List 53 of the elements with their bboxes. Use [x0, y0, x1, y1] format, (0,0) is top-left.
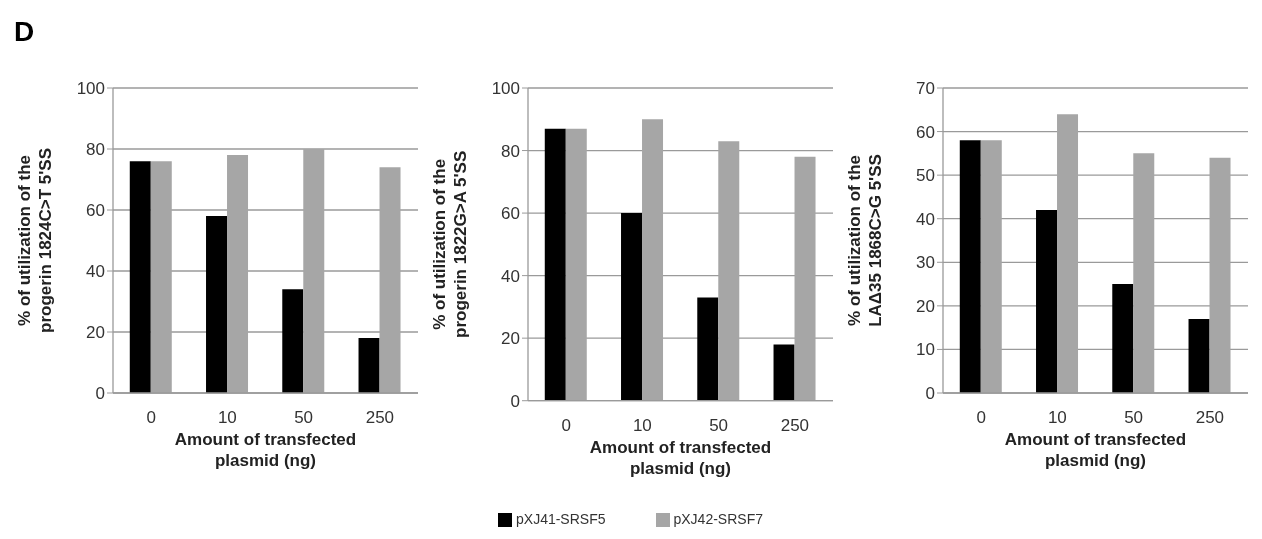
- bar: [621, 213, 643, 401]
- y-tick-label: 40: [916, 209, 935, 229]
- x-tick-label: 50: [709, 415, 729, 435]
- bar: [1112, 284, 1134, 393]
- y-tick-label: 40: [86, 262, 105, 282]
- y-tick-label: 20: [86, 323, 105, 343]
- bar: [544, 128, 566, 401]
- bar: [773, 344, 795, 401]
- x-axis-title: Amount of transfected plasmid (ng): [589, 437, 772, 478]
- x-tick-label: 0: [561, 415, 571, 435]
- text: D: [14, 16, 35, 48]
- legend-label: pXJ42-SRSF7: [673, 510, 763, 527]
- y-tick-label: 80: [501, 141, 520, 161]
- y-tick-label: 40: [501, 266, 520, 286]
- bar: [1188, 318, 1210, 393]
- y-tick-label: 80: [86, 140, 105, 160]
- x-tick-label: 50: [294, 408, 314, 428]
- bar: [1036, 210, 1058, 393]
- y-tick-label: 20: [916, 296, 935, 316]
- bar: [358, 338, 380, 393]
- x-tick-label: 50: [1124, 408, 1144, 428]
- x-tick-label: 10: [217, 408, 237, 428]
- y-tick-label: 10: [916, 340, 935, 360]
- bar: [206, 216, 228, 393]
- y-tick-label: 100: [76, 79, 105, 99]
- x-axis-title: Amount of transfected plasmid (ng): [174, 430, 357, 470]
- y-tick-label: 50: [916, 166, 935, 186]
- x-tick-label: 250: [365, 408, 395, 428]
- y-tick-label: 20: [501, 329, 520, 349]
- y-tick-label: 0: [925, 384, 935, 404]
- bar: [959, 140, 981, 393]
- y-tick-label: 60: [501, 204, 520, 224]
- y-axis-title: % of utilization of the progerin 1822G>A 5'SS: [430, 150, 470, 338]
- y-tick-label: 0: [510, 391, 520, 411]
- y-axis-title: % of utilization of the progerin 1824C>T 5'SS: [15, 148, 55, 333]
- x-tick-label: 10: [632, 415, 652, 435]
- x-axis-title: Amount of transfected plasmid (ng): [1004, 430, 1187, 470]
- legend-label: pXJ41-SRSF5: [516, 510, 606, 527]
- x-tick-label: 250: [1195, 408, 1225, 428]
- y-tick-label: 70: [916, 79, 935, 99]
- x-tick-label: 0: [976, 408, 986, 428]
- y-tick-label: 60: [86, 201, 105, 221]
- x-tick-label: 0: [146, 408, 156, 428]
- bar: [697, 297, 719, 401]
- y-axis-title: % of utilization of the LAΔ35 1868C>G 5'SS: [845, 154, 885, 327]
- bar: [129, 161, 151, 393]
- x-tick-label: 10: [1047, 408, 1067, 428]
- y-tick-label: 100: [491, 79, 520, 99]
- x-tick-label: 250: [780, 415, 810, 435]
- bar: [282, 289, 304, 393]
- y-tick-label: 60: [916, 122, 935, 142]
- y-tick-label: 30: [916, 253, 935, 273]
- y-tick-label: 0: [95, 384, 105, 404]
